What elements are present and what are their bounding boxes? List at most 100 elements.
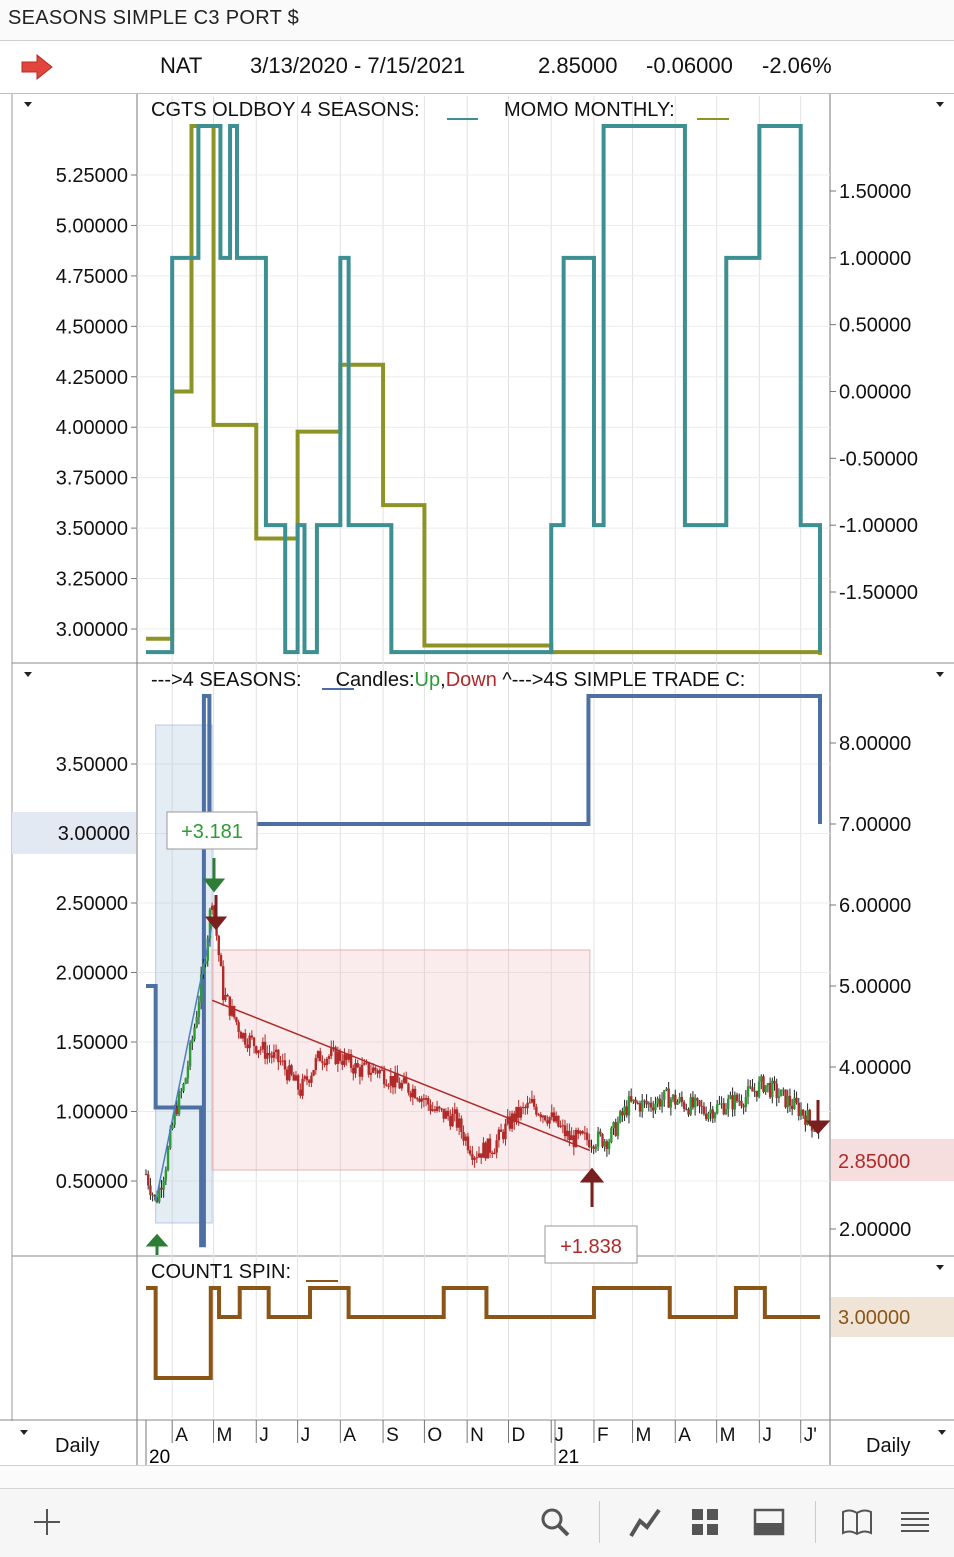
candle-body xyxy=(389,1076,392,1086)
right-value-highlight xyxy=(831,1139,954,1181)
candle-body xyxy=(431,1109,434,1111)
candle-body xyxy=(618,1111,622,1122)
interval-right-label[interactable]: Daily xyxy=(866,1435,910,1457)
candle-body xyxy=(530,1098,534,1103)
candle-body xyxy=(354,1063,357,1074)
red-arrow-icon[interactable] xyxy=(20,53,54,81)
candle-body xyxy=(193,1027,196,1040)
candle-body xyxy=(539,1114,542,1118)
candle-body xyxy=(330,1048,333,1057)
interval-left-label[interactable]: Daily xyxy=(55,1435,99,1457)
candle-body xyxy=(559,1125,562,1127)
candle-body xyxy=(266,1052,269,1059)
candle-body xyxy=(352,1067,355,1074)
candle-body xyxy=(755,1090,759,1097)
quote-date-range: 3/13/2020 - 7/15/2021 xyxy=(250,53,466,78)
candle-body xyxy=(804,1115,807,1125)
candle-body xyxy=(680,1096,684,1103)
bottom-legend-count1: COUNT1 SPIN: xyxy=(151,1261,291,1283)
candle-body xyxy=(546,1120,549,1124)
candle-body xyxy=(274,1049,278,1053)
interval-menu-icon[interactable] xyxy=(938,1430,946,1435)
axis-label: 2.50000 xyxy=(56,893,128,915)
candle-body xyxy=(541,1115,545,1118)
candle-body xyxy=(303,1076,306,1079)
candle-body xyxy=(250,1035,254,1038)
quote-symbol[interactable]: NAT xyxy=(160,53,203,78)
candle-body xyxy=(528,1102,531,1104)
candle-body xyxy=(367,1062,370,1075)
menu-icon[interactable] xyxy=(898,1505,932,1539)
interval-menu-icon[interactable] xyxy=(20,1430,28,1435)
candle-body xyxy=(422,1098,426,1100)
panel-menu-icon[interactable] xyxy=(24,672,32,677)
candle-body xyxy=(299,1089,302,1096)
candle-body xyxy=(374,1067,377,1071)
candle-body xyxy=(307,1080,311,1083)
candle-body xyxy=(343,1054,346,1065)
panel-menu-icon[interactable] xyxy=(936,102,944,107)
search-icon[interactable] xyxy=(538,1505,572,1539)
candle-body xyxy=(173,1107,176,1125)
axis-label: 2.00000 xyxy=(56,963,128,985)
candle-body xyxy=(568,1130,571,1141)
candle-body xyxy=(358,1067,362,1077)
candle-body xyxy=(263,1041,267,1059)
window-layout-icon[interactable] xyxy=(752,1505,786,1539)
candle-body xyxy=(799,1109,803,1116)
grid-layout-icon[interactable] xyxy=(688,1505,722,1539)
candle-body xyxy=(292,1074,295,1081)
mid-right-axis: 8.00000 7.00000 6.00000 5.00000 4.00000 2.000… xyxy=(830,733,911,1241)
candle-body xyxy=(566,1130,569,1137)
candle-body xyxy=(188,1043,192,1067)
short-trade-line xyxy=(211,999,591,1152)
candle-body xyxy=(208,909,212,939)
candle-body xyxy=(711,1109,714,1119)
candle-body xyxy=(788,1095,792,1106)
candle-body xyxy=(669,1099,673,1108)
cover-arrow-icon xyxy=(579,1167,605,1207)
book-icon[interactable] xyxy=(840,1505,874,1539)
axis-label: 2.00000 xyxy=(839,1219,911,1241)
chart-area[interactable]: CGTS OLDBOY 4 SEASONS: MOMO MONTHLY: 5.2… xyxy=(0,93,954,1468)
candle-body xyxy=(413,1088,417,1099)
candle-body xyxy=(235,1017,238,1023)
buy-arrow-icon xyxy=(145,1233,169,1255)
candle-body xyxy=(689,1097,692,1115)
draw-line-icon[interactable] xyxy=(628,1505,662,1539)
panel-menu-icon[interactable] xyxy=(24,102,32,107)
axis-label: 4.00000 xyxy=(56,417,128,439)
candle-body xyxy=(444,1110,448,1119)
month-label: J xyxy=(762,1425,772,1446)
candle-body xyxy=(429,1104,432,1111)
axis-label: 4.25000 xyxy=(56,367,128,389)
candle-body xyxy=(640,1100,644,1112)
candle-body xyxy=(638,1103,642,1112)
candle-body xyxy=(790,1105,794,1110)
candle-body xyxy=(475,1157,478,1159)
candle-body xyxy=(396,1072,399,1083)
candle-body xyxy=(325,1058,329,1066)
candle-body xyxy=(453,1109,456,1114)
candle-body xyxy=(371,1067,375,1073)
spin-value-text: 3.00000 xyxy=(838,1307,910,1329)
candle-body xyxy=(312,1070,315,1076)
panel-menu-icon[interactable] xyxy=(936,672,944,677)
plus-icon[interactable] xyxy=(30,1505,64,1539)
candle-body xyxy=(572,1135,576,1148)
panel-menu-icon[interactable] xyxy=(936,1265,944,1270)
candle-body xyxy=(169,1129,172,1148)
candle-body xyxy=(347,1054,351,1060)
candle-body xyxy=(226,994,229,997)
candle-body xyxy=(155,1196,159,1203)
candle-body xyxy=(749,1086,752,1088)
sell-arrow-icon xyxy=(805,1100,831,1135)
candle-body xyxy=(605,1141,609,1149)
candle-body xyxy=(468,1150,472,1155)
candle-body xyxy=(301,1078,304,1096)
candle-body xyxy=(323,1063,326,1066)
candle-body xyxy=(290,1065,293,1075)
candle-body xyxy=(715,1104,719,1113)
candle-body xyxy=(554,1115,558,1122)
chart-svg[interactable]: CGTS OLDBOY 4 SEASONS: MOMO MONTHLY: 5.2… xyxy=(0,93,954,1468)
